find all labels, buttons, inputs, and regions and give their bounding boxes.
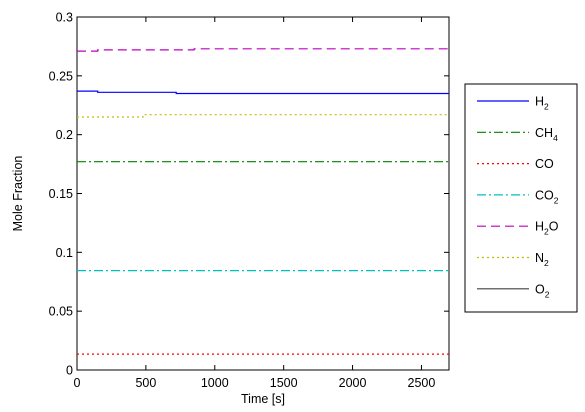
x-axis-label: Time [s] [241,392,285,406]
y-tick-label: 0.25 [49,69,73,83]
series-layer [77,48,449,355]
x-tick-label: 2000 [339,376,367,390]
legend-label-h2: H2 [535,95,549,112]
y-tick-label: 0 [66,364,73,378]
series-line-h2 [77,90,449,95]
x-tick-label: 1000 [201,376,229,390]
x-tick-label: 500 [135,376,156,390]
legend-label-co: CO [535,157,554,171]
legend-label-co2: CO2 [535,188,559,205]
legend-label-n2: N2 [535,251,549,268]
legend-label-ch4: CH4 [535,126,558,143]
series-line-h2o [77,48,449,52]
y-tick-label: 0.1 [56,246,73,260]
y-axis-label: Mole Fraction [11,156,25,232]
x-tick-label: 0 [74,376,81,390]
axes-layer: 0 500 1000 1500 2000 2500 0 0.05 0.1 0.15 0.2 0.25 0… [49,11,449,390]
x-tick-label: 1500 [270,376,298,390]
y-tick-label: 0.2 [56,128,73,142]
y-tick-label: 0.3 [56,11,73,25]
series-line-n2 [77,114,449,118]
legend-box [464,83,578,313]
x-tick-label: 2500 [408,376,436,390]
y-tick-label: 0.05 [49,305,73,319]
legend: H2 CH4 CO CO2 H2O N2 O2 [464,83,578,313]
plot-area [76,16,450,371]
legend-label-o2: O2 [535,282,550,299]
y-tick-label: 0.15 [49,187,73,201]
legend-label-h2o: H2O [535,220,559,237]
